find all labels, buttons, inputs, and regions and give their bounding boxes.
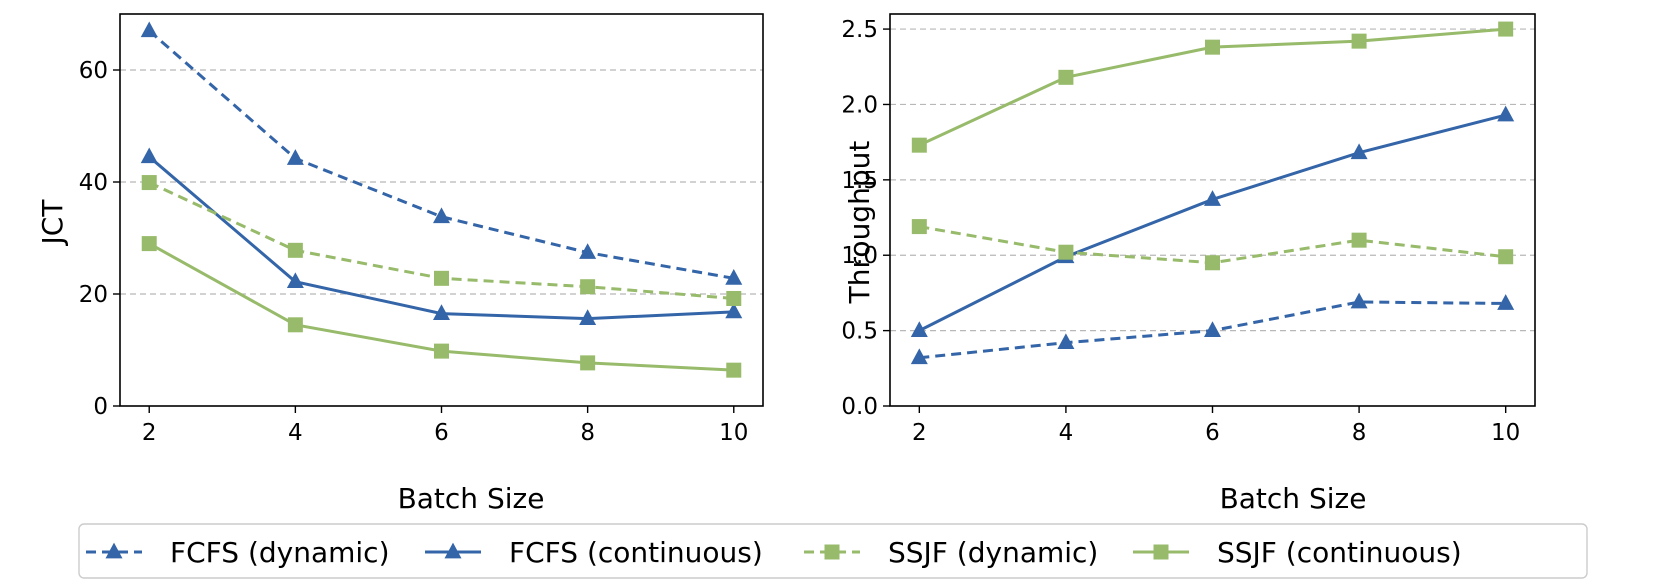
throughput-line-fcfs-continuous bbox=[918, 113, 1507, 332]
throughput-series-fcfs-dynamic bbox=[910, 292, 1515, 365]
jct-chart: 0 20 40 60 2 4 6 8 10 Batch Size JCT bbox=[36, 13, 764, 515]
jct-y-axis-label: JCT bbox=[36, 199, 69, 247]
jct-x-tick-label: 6 bbox=[434, 420, 449, 446]
throughput-x-tick-label: 10 bbox=[1491, 420, 1520, 446]
jct-point-ssjf-continuous bbox=[434, 343, 449, 359]
jct-point-fcfs-dynamic bbox=[725, 268, 743, 285]
jct-x-axis-label: Batch Size bbox=[398, 482, 545, 515]
jct-x-tick-label: 2 bbox=[142, 420, 157, 446]
jct-point-fcfs-continuous bbox=[433, 304, 450, 320]
jct-point-fcfs-dynamic bbox=[433, 207, 450, 224]
jct-point-ssjf-dynamic bbox=[434, 270, 449, 286]
throughput-point-fcfs-dynamic bbox=[1204, 321, 1221, 337]
legend-entry-ssjf-dynamic: SSJF (dynamic) bbox=[804, 536, 1098, 569]
jct-x-tick-label: 8 bbox=[580, 420, 595, 446]
jct-point-fcfs-continuous bbox=[725, 302, 743, 319]
jct-point-fcfs-continuous bbox=[140, 147, 158, 164]
legend-label: SSJF (continuous) bbox=[1217, 536, 1462, 569]
jct-point-fcfs-dynamic bbox=[140, 21, 158, 38]
throughput-y-tick-label: 2.5 bbox=[841, 17, 878, 43]
throughput-series-fcfs-continuous bbox=[910, 105, 1515, 337]
legend-entry-fcfs-dynamic: FCFS (dynamic) bbox=[86, 536, 390, 569]
jct-y-tick-label: 0 bbox=[93, 394, 108, 420]
jct-x-tick-label: 10 bbox=[719, 420, 748, 446]
throughput-x-tick-label: 8 bbox=[1352, 420, 1367, 446]
jct-point-ssjf-dynamic bbox=[287, 242, 303, 258]
throughput-y-tick-label: 2.0 bbox=[841, 92, 878, 118]
jct-point-ssjf-continuous bbox=[141, 236, 157, 252]
jct-point-ssjf-continuous bbox=[580, 355, 596, 371]
jct-y-tick-label: 20 bbox=[79, 282, 108, 308]
jct-point-ssjf-dynamic bbox=[580, 279, 596, 295]
throughput-point-ssjf-dynamic bbox=[1058, 244, 1074, 260]
throughput-point-fcfs-continuous bbox=[1497, 105, 1515, 122]
throughput-point-fcfs-dynamic bbox=[1057, 333, 1075, 350]
throughput-series bbox=[910, 21, 1515, 365]
throughput-plot-frame bbox=[889, 13, 1536, 407]
jct-series-ssjf-dynamic bbox=[141, 175, 742, 306]
throughput-x-tick-label: 2 bbox=[912, 420, 927, 446]
jct-point-fcfs-dynamic bbox=[579, 243, 597, 259]
throughput-series-ssjf-continuous bbox=[911, 21, 1514, 153]
legend-entry-fcfs-continuous: FCFS (continuous) bbox=[425, 536, 763, 569]
legend-label: FCFS (dynamic) bbox=[170, 536, 390, 569]
jct-series-fcfs-continuous bbox=[140, 147, 743, 326]
throughput-y-axis-label: Throughput bbox=[843, 141, 876, 305]
throughput-point-ssjf-dynamic bbox=[1498, 249, 1514, 265]
throughput-point-ssjf-continuous bbox=[911, 137, 927, 153]
throughput-point-ssjf-dynamic bbox=[911, 219, 927, 235]
throughput-point-ssjf-dynamic bbox=[1205, 255, 1220, 271]
jct-gridlines bbox=[120, 69, 763, 295]
throughput-x-axis-label: Batch Size bbox=[1220, 482, 1367, 515]
jct-series-ssjf-continuous bbox=[141, 236, 742, 378]
throughput-chart: 0.0 0.5 1.0 1.5 2.0 2.5 2 4 6 8 10 Batch Size Thro… bbox=[841, 13, 1536, 515]
throughput-y-tick-label: 1.0 bbox=[841, 243, 878, 269]
throughput-point-fcfs-dynamic bbox=[1350, 292, 1368, 309]
legend-label: SSJF (dynamic) bbox=[888, 536, 1098, 569]
throughput-point-ssjf-continuous bbox=[1205, 39, 1220, 55]
jct-point-fcfs-continuous bbox=[286, 272, 304, 289]
throughput-point-ssjf-dynamic bbox=[1351, 232, 1367, 248]
jct-series-fcfs-dynamic bbox=[140, 21, 743, 285]
jct-x-tick-label: 4 bbox=[288, 420, 303, 446]
throughput-point-ssjf-continuous bbox=[1498, 21, 1514, 37]
legend: FCFS (dynamic) FCFS (continuous) SSJF (dyn… bbox=[78, 523, 1588, 579]
legend-label: FCFS (continuous) bbox=[509, 536, 763, 569]
jct-point-ssjf-dynamic bbox=[726, 290, 742, 306]
jct-point-ssjf-continuous bbox=[726, 362, 742, 378]
legend-entry-ssjf-continuous: SSJF (continuous) bbox=[1133, 536, 1462, 569]
jct-series bbox=[140, 21, 743, 378]
jct-point-ssjf-continuous bbox=[287, 317, 303, 333]
throughput-point-fcfs-continuous bbox=[1204, 190, 1221, 206]
jct-ticks: 0 20 40 60 2 4 6 8 10 bbox=[79, 58, 749, 446]
throughput-point-fcfs-continuous bbox=[1350, 143, 1368, 160]
throughput-y-tick-label: 0.0 bbox=[841, 394, 878, 420]
jct-y-tick-label: 40 bbox=[79, 170, 108, 196]
jct-line-fcfs-dynamic bbox=[148, 29, 735, 280]
jct-point-fcfs-continuous bbox=[579, 309, 597, 326]
jct-y-tick-label: 60 bbox=[79, 58, 108, 84]
throughput-point-fcfs-continuous bbox=[910, 321, 928, 337]
legend-swatch-marker bbox=[105, 542, 123, 559]
legend-swatch-marker bbox=[444, 542, 462, 559]
throughput-y-tick-label: 1.5 bbox=[841, 168, 878, 194]
throughput-point-ssjf-continuous bbox=[1351, 33, 1367, 49]
throughput-ticks: 0.0 0.5 1.0 1.5 2.0 2.5 2 4 6 8 10 bbox=[841, 17, 1520, 446]
throughput-point-fcfs-dynamic bbox=[1497, 294, 1515, 310]
throughput-x-tick-label: 6 bbox=[1205, 420, 1220, 446]
throughput-point-ssjf-continuous bbox=[1058, 69, 1074, 85]
throughput-y-tick-label: 0.5 bbox=[841, 319, 878, 345]
throughput-gridlines bbox=[890, 28, 1535, 332]
legend-swatch-marker bbox=[1153, 544, 1169, 560]
throughput-point-fcfs-dynamic bbox=[910, 348, 928, 365]
jct-point-ssjf-dynamic bbox=[141, 175, 157, 191]
legend-swatch-marker bbox=[824, 544, 840, 560]
throughput-x-tick-label: 4 bbox=[1059, 420, 1074, 446]
jct-point-fcfs-dynamic bbox=[286, 149, 304, 165]
throughput-series-ssjf-dynamic bbox=[911, 219, 1514, 271]
